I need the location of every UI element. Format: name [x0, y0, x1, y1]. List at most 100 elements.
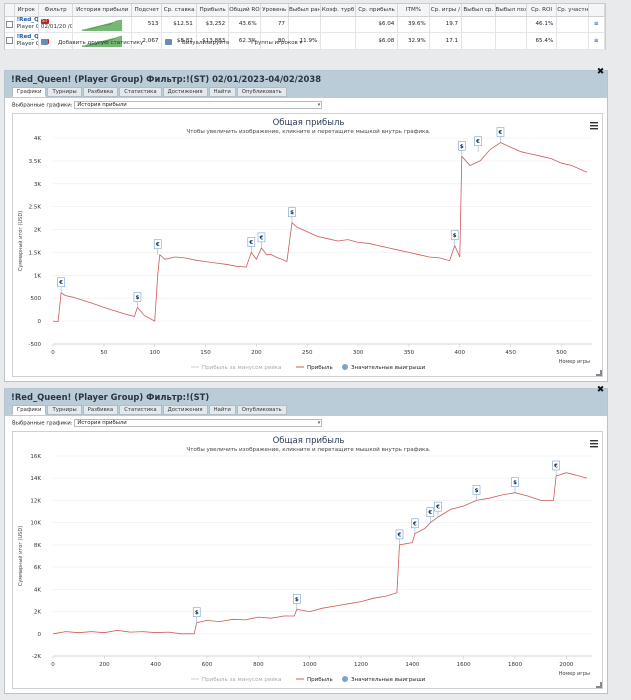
column-header[interactable]: Игрок: [14, 4, 39, 17]
resize-handle[interactable]: [596, 682, 602, 688]
row-checkbox[interactable]: [5, 20, 13, 28]
legend-item-profit[interactable]: Прибыль: [307, 677, 333, 683]
column-header[interactable]: Подсчет: [131, 4, 163, 17]
tab-3[interactable]: Статистика: [119, 87, 162, 97]
y-tick-label: 4K: [34, 587, 41, 593]
profit-series-line[interactable]: [52, 472, 588, 635]
profit-chart-2[interactable]: Общая прибыль Чтобы увеличить изображение…: [12, 431, 603, 689]
big-win-marker[interactable]: €: [153, 239, 162, 255]
selected-graphs-select[interactable]: История прибыли: [74, 101, 323, 109]
profit-series-line[interactable]: [52, 142, 588, 323]
column-header[interactable]: ITM%: [397, 4, 430, 17]
player-name[interactable]: !Red_Qu: [16, 17, 39, 24]
close-icon[interactable]: ✖: [596, 67, 605, 77]
player-name[interactable]: !Red_Qu: [16, 33, 39, 40]
big-win-marker[interactable]: €: [434, 501, 442, 518]
big-win-marker[interactable]: $: [450, 230, 459, 246]
legend-item-profit[interactable]: Прибыль: [307, 365, 333, 371]
column-header[interactable]: Прибыль: [196, 4, 230, 17]
big-win-marker[interactable]: $: [458, 141, 466, 157]
marker-box: [133, 292, 142, 302]
big-win-marker[interactable]: €: [552, 460, 560, 476]
column-header[interactable]: Выбыл поз: [495, 4, 527, 17]
column-header[interactable]: Выбыл ран: [288, 4, 322, 17]
x-tick-label: 1400: [405, 662, 419, 668]
tab-4[interactable]: Достижения: [162, 87, 208, 97]
big-win-marker[interactable]: $: [288, 207, 296, 223]
big-win-marker[interactable]: $: [192, 607, 201, 623]
player-cell[interactable]: !Red_QuPlayer G: [14, 32, 39, 50]
tab-1[interactable]: Турниры: [47, 405, 82, 415]
row-options-cell: ≡: [588, 32, 606, 50]
legend-item-big-wins[interactable]: Значительные выигрыши: [351, 677, 426, 683]
legend-item-net-profit[interactable]: Прибыль за минусом рейка: [202, 364, 282, 371]
column-header[interactable]: Ср. ставка: [161, 4, 197, 17]
tab-5[interactable]: Найти: [208, 405, 236, 415]
selected-graphs-select[interactable]: История прибыли: [74, 419, 323, 427]
big-win-marker[interactable]: €: [496, 127, 505, 143]
tab-0[interactable]: Графики: [12, 87, 47, 97]
column-header[interactable]: История прибыли: [72, 4, 133, 17]
big-win-marker[interactable]: $: [511, 477, 519, 493]
tab-6[interactable]: Опубликовать: [236, 87, 287, 97]
legend-item-big-wins[interactable]: Значительные выигрыши: [351, 365, 426, 371]
row-menu-icon[interactable]: ≡: [593, 21, 599, 28]
big-win-marker[interactable]: €: [57, 277, 65, 293]
marker-symbol: $: [290, 210, 294, 216]
close-icon[interactable]: ✖: [596, 385, 605, 395]
stat-cell-profit: $3,252: [196, 16, 230, 33]
column-header[interactable]: Коэф. турб: [320, 4, 356, 17]
big-win-marker[interactable]: $: [293, 594, 301, 610]
big-win-marker[interactable]: €: [411, 518, 419, 534]
big-win-marker[interactable]: $: [472, 485, 481, 501]
tab-1[interactable]: Турниры: [47, 87, 82, 97]
column-header[interactable]: [588, 4, 606, 17]
visualize-link[interactable]: Визуализируйте: [165, 39, 239, 46]
chart-menu-icon[interactable]: [590, 440, 598, 448]
marker-symbol: €: [553, 464, 558, 470]
column-header[interactable]: Уровень: [260, 4, 289, 17]
chart-menu-icon[interactable]: [590, 122, 598, 130]
column-header[interactable]: Общий RO: [228, 4, 261, 17]
player-stats-table: Игрок Фильтр История прибыли Подсчет Ср. ста…: [4, 3, 606, 50]
column-header[interactable]: Фильтр: [38, 4, 74, 17]
profit-chart-1[interactable]: Общая прибыль Чтобы увеличить изображение…: [12, 113, 603, 377]
tab-5[interactable]: Найти: [208, 87, 236, 97]
player-groups-dropdown[interactable]: Группы игроков ▾: [251, 40, 303, 46]
stat-cell-count: 513: [131, 16, 163, 33]
column-header[interactable]: Ср. участн: [556, 4, 589, 17]
big-win-marker[interactable]: $: [133, 292, 142, 308]
column-header[interactable]: Ср. ROI: [526, 4, 558, 17]
player-cell[interactable]: !Red_QuPlayer G: [14, 16, 39, 33]
marker-box: [450, 230, 459, 240]
column-header[interactable]: Выбыл ср.: [461, 4, 496, 17]
row-menu-icon[interactable]: ≡: [593, 37, 599, 44]
panel-tabs: Графики Турниры Разбивка Статистика Достижен…: [5, 87, 607, 98]
column-header[interactable]: [5, 4, 15, 17]
tab-3[interactable]: Статистика: [119, 405, 162, 415]
tab-4[interactable]: Достижения: [162, 405, 208, 415]
tab-2[interactable]: Разбивка: [82, 87, 119, 97]
menu-bar: [590, 446, 598, 448]
big-win-marker[interactable]: €: [247, 237, 256, 253]
big-win-marker[interactable]: €: [257, 232, 266, 248]
big-win-marker[interactable]: €: [395, 529, 404, 545]
big-win-marker[interactable]: €: [426, 507, 435, 523]
tab-0[interactable]: Графики: [12, 405, 47, 415]
column-header[interactable]: Ср. прибыль: [355, 4, 399, 17]
tab-2[interactable]: Разбивка: [82, 405, 119, 415]
stat-cell-avg-stake: $8.82: [161, 32, 197, 50]
legend-item-net-profit[interactable]: Прибыль за минусом рейка: [202, 676, 282, 683]
column-header[interactable]: Ср. игры /: [429, 4, 463, 17]
big-win-marker[interactable]: €: [474, 136, 482, 152]
tab-6[interactable]: Опубликовать: [236, 405, 287, 415]
marker-symbol: $: [513, 480, 517, 486]
row-checkbox[interactable]: [5, 37, 13, 45]
add-statistic-link[interactable]: Добавить другую статистику: [41, 39, 153, 46]
resize-handle[interactable]: [596, 370, 602, 376]
marker-symbol: €: [155, 242, 160, 248]
